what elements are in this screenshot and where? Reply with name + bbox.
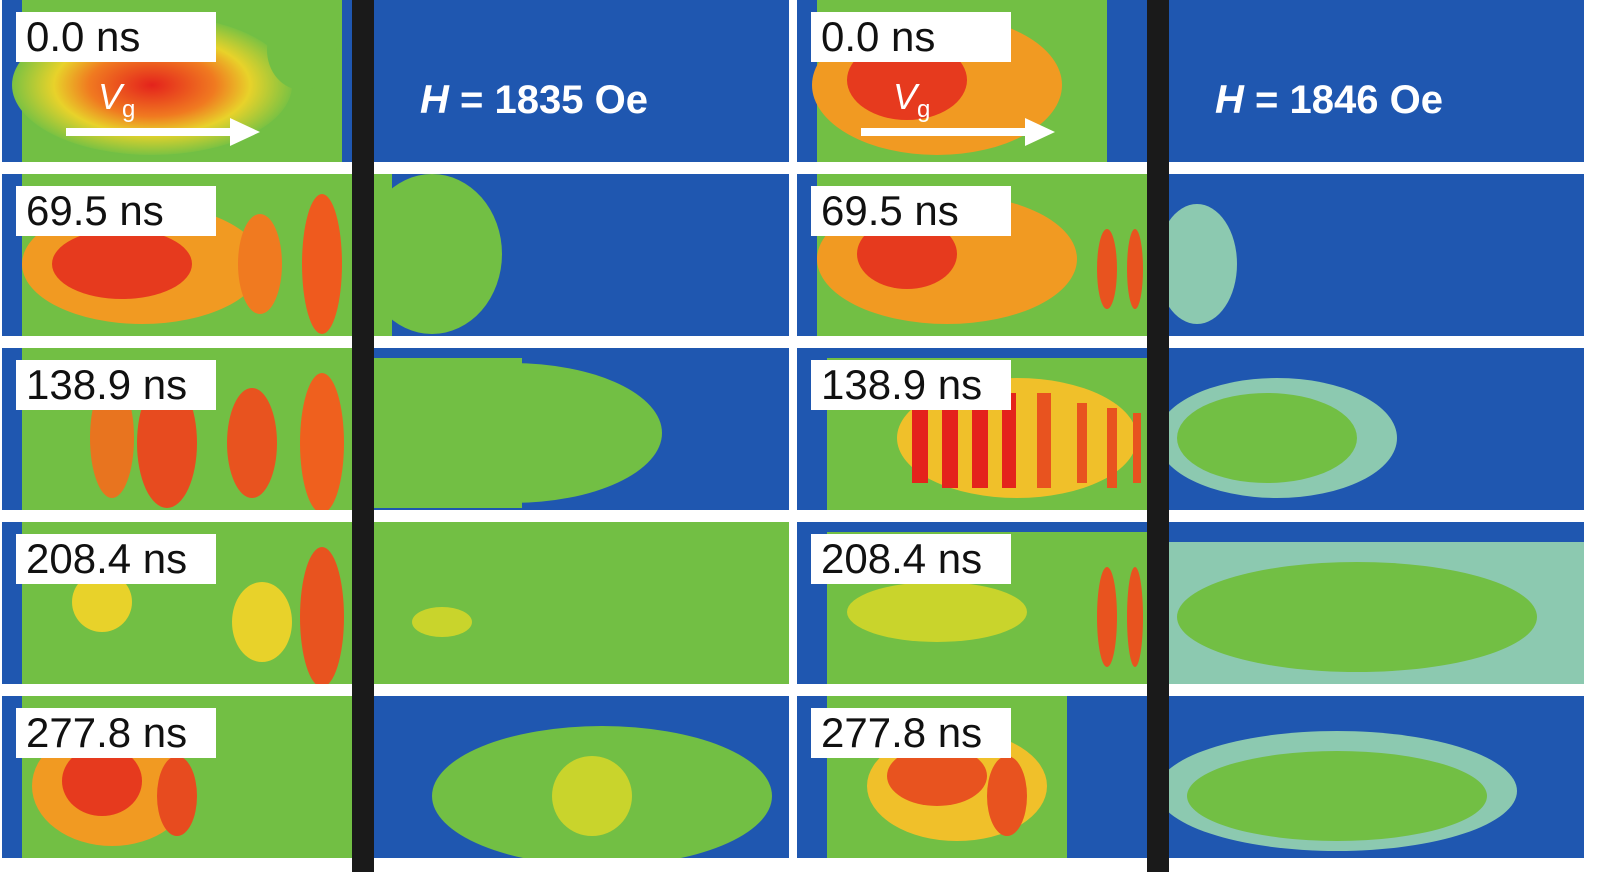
group-velocity-label: Vg — [893, 76, 931, 124]
time-label: 0.0 ns — [16, 12, 216, 62]
frame-row: 277.8 ns — [2, 696, 789, 858]
arrow-right-icon — [66, 118, 260, 146]
time-label: 208.4 ns — [811, 534, 1011, 584]
group-velocity-label: Vg — [98, 76, 136, 124]
time-label: 277.8 ns — [16, 708, 216, 758]
heatmap-image — [827, 696, 1517, 858]
frame-row: 69.5 ns — [2, 174, 789, 336]
frame-row: 208.4 ns — [2, 522, 789, 684]
field-label: H = 1846 Oe — [1215, 78, 1443, 122]
time-label: 69.5 ns — [811, 186, 1011, 236]
frame-row: 138.9 ns — [797, 348, 1584, 510]
frame-row: 277.8 ns — [797, 696, 1584, 858]
frame-row: 0.0 ns Vg H = 1835 Oe — [2, 0, 789, 162]
time-label: 69.5 ns — [16, 186, 216, 236]
divider-bar — [352, 0, 374, 872]
divider-bar — [1147, 0, 1169, 872]
time-label: 277.8 ns — [811, 708, 1011, 758]
frame-row: 138.9 ns — [2, 348, 789, 510]
frame-row: 0.0 ns Vg H = 1846 Oe — [797, 0, 1584, 162]
panel-left: 0.0 ns Vg H = 1835 Oe 69.5 ns — [2, 0, 789, 872]
time-label: 0.0 ns — [811, 12, 1011, 62]
frame-row: 69.5 ns — [797, 174, 1584, 336]
time-label: 138.9 ns — [16, 360, 216, 410]
arrow-right-icon — [861, 118, 1055, 146]
frame-row: 208.4 ns — [797, 522, 1584, 684]
time-label: 208.4 ns — [16, 534, 216, 584]
panel-right: 0.0 ns Vg H = 1846 Oe 69.5 ns — [797, 0, 1584, 872]
time-label: 138.9 ns — [811, 360, 1011, 410]
field-label: H = 1835 Oe — [420, 78, 648, 122]
